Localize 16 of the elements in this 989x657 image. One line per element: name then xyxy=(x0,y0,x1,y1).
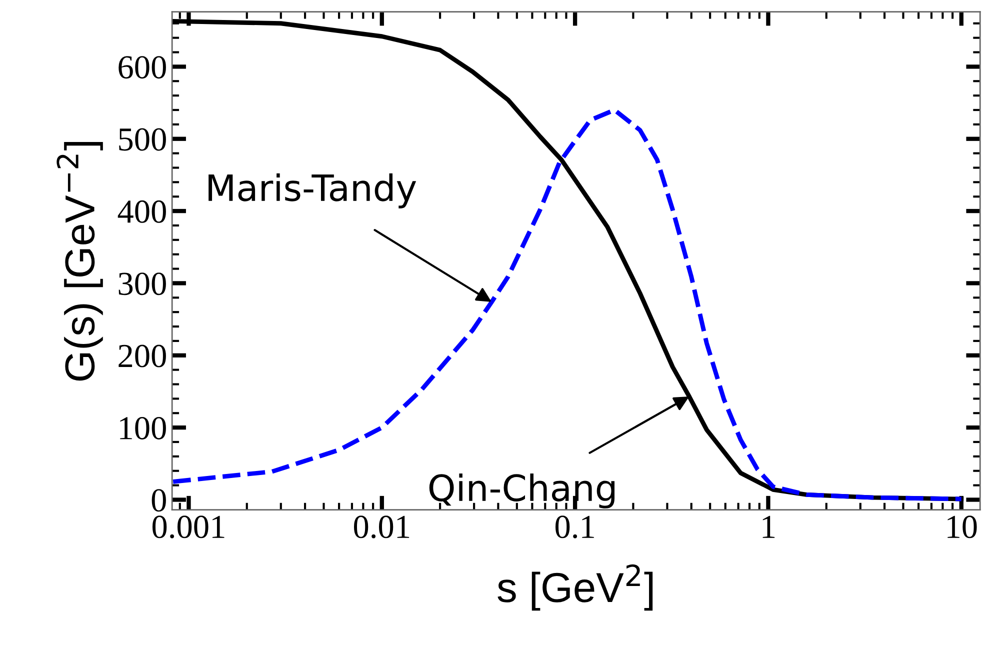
x-tick-label: 0.01 xyxy=(354,516,410,538)
y-axis-title: G(s) [GeV$^{−2}$] xyxy=(56,142,103,381)
x-axis-title: s [GeV$^{2}$] xyxy=(498,564,653,611)
annotation: Maris-Tandy xyxy=(208,173,416,208)
annotation: Qin-Chang xyxy=(429,473,614,508)
x-tick-label: 10 xyxy=(948,516,977,538)
y-tick-label: 600 xyxy=(118,56,166,79)
x-tick-label: 1 xyxy=(762,516,775,538)
x-tick-label: 0.001 xyxy=(152,516,224,538)
y-tick-label: 300 xyxy=(118,272,166,296)
x-tick-label: 0.1 xyxy=(555,516,594,538)
y-tick-label: 500 xyxy=(119,128,166,151)
y-tick-label: 400 xyxy=(118,200,166,223)
y-tick-label: 100 xyxy=(120,416,166,440)
y-tick-label: 0 xyxy=(152,489,166,512)
y-tick-label: 200 xyxy=(118,344,166,368)
